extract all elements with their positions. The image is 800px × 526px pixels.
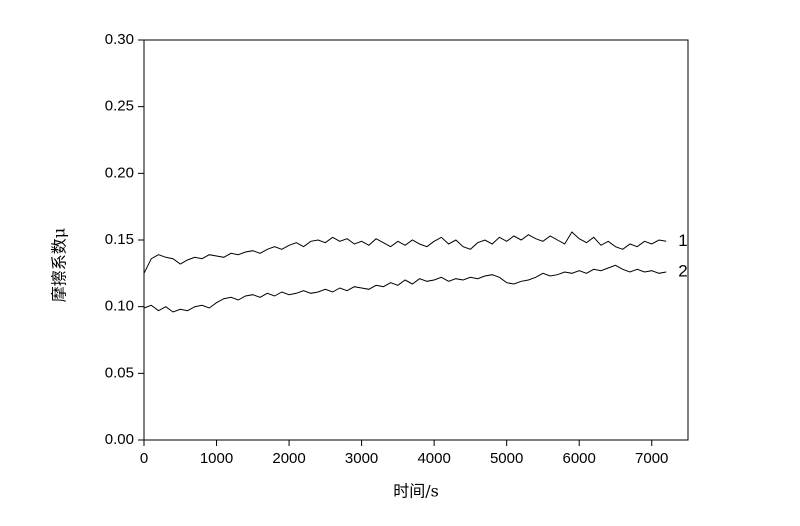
y-tick-label: 0.10 [105,298,134,315]
x-tick-label: 7000 [635,450,668,467]
data-line [143,231,667,274]
y-axis-title: 摩擦系数μ [50,228,69,302]
x-tick-label: 3000 [345,450,378,467]
x-tick-label: 4000 [417,450,450,467]
x-tick-label: 0 [140,450,148,467]
y-tick-label: 0.05 [105,364,134,381]
data-line [143,264,667,313]
x-tick-label: 5000 [490,450,523,467]
y-tick-label: 0.30 [105,31,134,48]
y-tick-label: 0.00 [105,431,134,448]
x-axis-title: 时间/s [393,482,439,501]
plot-frame [143,39,689,441]
series-label: 2 [678,261,687,280]
x-tick-label: 2000 [272,450,305,467]
y-tick-label: 0.20 [105,164,134,181]
x-tick-label: 6000 [563,450,596,467]
y-tick-label: 0.25 [105,98,134,115]
x-tick-label: 1000 [200,450,233,467]
series-label: 1 [678,231,687,250]
y-tick-label: 0.15 [105,231,134,248]
